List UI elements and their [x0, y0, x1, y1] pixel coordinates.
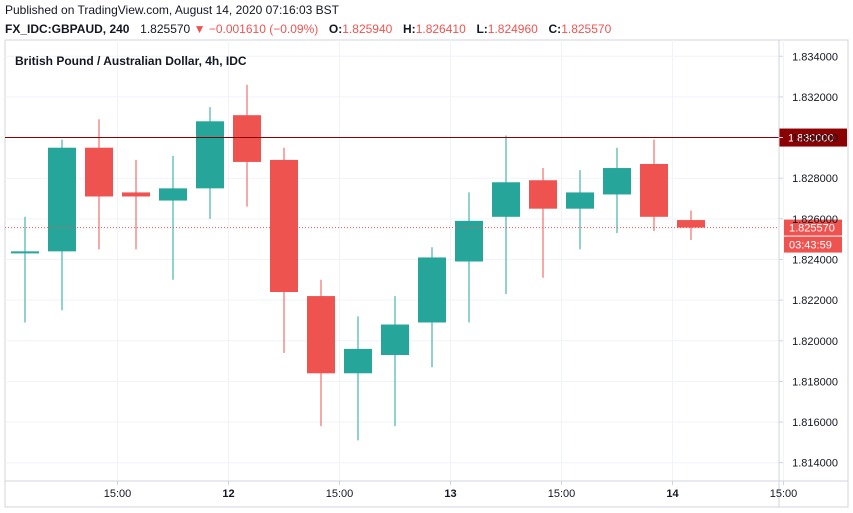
candle-body[interactable]: [270, 159, 298, 292]
change-value: −0.001610 (−0.09%): [208, 22, 319, 36]
candle-body[interactable]: [603, 168, 631, 195]
level-price-label: 1.830000: [788, 133, 834, 145]
candle[interactable]: [48, 139, 76, 311]
candle[interactable]: [85, 119, 113, 250]
low-label: L:: [476, 22, 488, 36]
chart-title: British Pound / Australian Dollar, 4h, I…: [15, 54, 247, 68]
countdown-label: 03:43:59: [789, 240, 832, 252]
time-axis[interactable]: 15:00 12 15:00 13 15:00 14 15:00: [104, 481, 798, 500]
chart-frame: [4, 39, 849, 508]
low-value: 1.824960: [487, 22, 538, 36]
y-tick-label: 1.816000: [792, 417, 838, 429]
candle-layer[interactable]: [11, 84, 705, 441]
price-axis[interactable]: 1.834000 1.832000 1.830000 1.828000 1.826000…: [779, 51, 838, 470]
x-tick-label: 15:00: [770, 488, 798, 500]
candle[interactable]: [603, 147, 631, 234]
candle-body[interactable]: [122, 192, 150, 197]
high-value: 1.826410: [415, 22, 466, 36]
candle[interactable]: [529, 168, 557, 278]
down-arrow-icon: ▼: [193, 22, 206, 36]
candle-body[interactable]: [529, 180, 557, 209]
open-value: 1.825940: [342, 22, 393, 36]
x-tick-label: 15:00: [104, 488, 132, 500]
last-price-label: 1.825570: [789, 223, 835, 235]
close-value: 1.825570: [561, 22, 612, 36]
candle[interactable]: [381, 296, 409, 427]
candle-body[interactable]: [11, 251, 39, 254]
candle-body[interactable]: [344, 348, 372, 374]
candle[interactable]: [566, 170, 594, 250]
high-label: H:: [403, 22, 416, 36]
candle[interactable]: [159, 155, 187, 280]
candle-body[interactable]: [48, 147, 76, 252]
y-tick-label: 1.832000: [792, 92, 838, 104]
y-tick-label: 1.834000: [792, 51, 838, 63]
last-price-value: 1.825570: [140, 22, 191, 36]
y-tick-label: 1.826000: [792, 214, 838, 226]
open-label: O:: [328, 22, 343, 36]
y-tick-label: 1.814000: [792, 458, 838, 470]
symbol-label[interactable]: FX_IDC:GBPAUD, 240: [5, 22, 130, 36]
level-price-tag: [779, 128, 847, 147]
candle-body[interactable]: [566, 192, 594, 209]
countdown-tag: [784, 236, 842, 253]
last-price-tag: [784, 219, 842, 236]
candle-body[interactable]: [196, 121, 224, 189]
candle-body[interactable]: [677, 220, 705, 228]
candle-body[interactable]: [85, 147, 113, 197]
close-label: C:: [548, 22, 562, 36]
candle[interactable]: [677, 210, 705, 240]
y-tick-label: 1.822000: [792, 295, 838, 307]
level-layer: 1.830000 1.825570 03:43:59: [5, 128, 847, 253]
y-tick-label: 1.818000: [792, 376, 838, 388]
y-tick-label: 1.830000: [792, 133, 838, 145]
candle[interactable]: [233, 84, 261, 207]
candle[interactable]: [492, 135, 520, 295]
candle-body[interactable]: [159, 188, 187, 201]
candle-body[interactable]: [640, 163, 668, 217]
y-tick-label: 1.828000: [792, 173, 838, 185]
candle-body[interactable]: [307, 296, 335, 374]
candle[interactable]: [640, 139, 668, 232]
candle[interactable]: [418, 247, 446, 368]
published-caption: Published on TradingView.com, August 14,…: [5, 3, 340, 17]
candle-body[interactable]: [233, 115, 261, 162]
y-tick-label: 1.824000: [792, 254, 838, 266]
candle[interactable]: [11, 216, 39, 323]
candle-body[interactable]: [492, 182, 520, 217]
candle[interactable]: [122, 159, 150, 250]
x-tick-label: 13: [444, 488, 456, 500]
candle[interactable]: [307, 279, 335, 427]
candle[interactable]: [196, 107, 224, 219]
ohlc-legend: FX_IDC:GBPAUD, 240 1.825570 ▼ −0.001610 …: [5, 22, 611, 36]
candle-body[interactable]: [418, 257, 446, 323]
x-tick-label: 15:00: [326, 488, 354, 500]
grid-layer: [5, 40, 784, 481]
candle[interactable]: [344, 316, 372, 441]
x-tick-label: 15:00: [548, 488, 576, 500]
candle[interactable]: [455, 192, 483, 323]
y-tick-label: 1.820000: [792, 336, 838, 348]
candle-body[interactable]: [381, 324, 409, 355]
x-tick-label: 12: [222, 488, 234, 500]
x-tick-label: 14: [666, 488, 679, 500]
candle-body[interactable]: [455, 220, 483, 262]
candle[interactable]: [270, 147, 298, 353]
